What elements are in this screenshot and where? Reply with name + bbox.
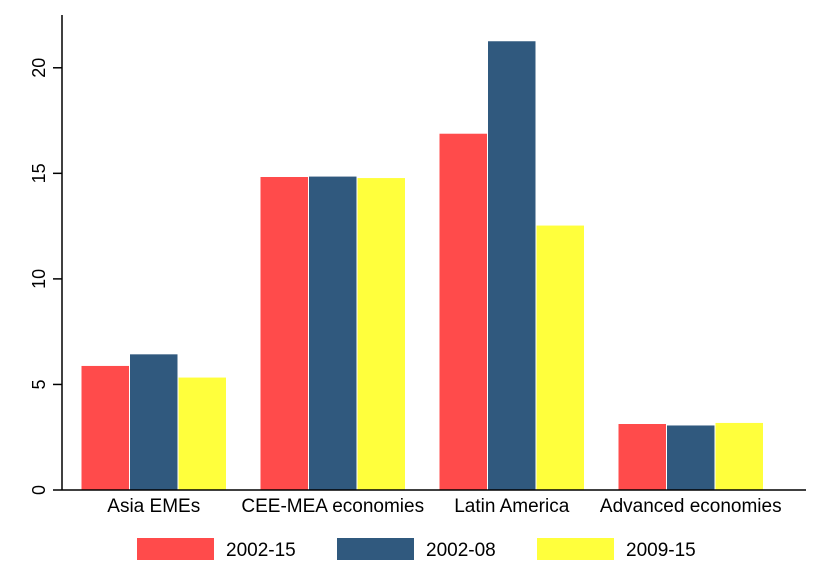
x-category-label: Advanced economies [600, 496, 782, 517]
legend-label: 2009-15 [626, 540, 696, 561]
x-category-label: Latin America [454, 496, 570, 517]
axes-group [61, 15, 806, 491]
bar [356, 177, 406, 491]
bar [177, 376, 227, 491]
x-labels-group: Asia EMEs CEE-MEA economies Latin America A… [107, 496, 781, 517]
bar [259, 176, 309, 491]
legend-swatch [337, 538, 414, 560]
bar [129, 353, 179, 491]
x-category-label: CEE-MEA economies [241, 496, 424, 517]
legend-swatch [537, 538, 614, 560]
y-ticks-group: 0 5 10 15 20 [29, 58, 62, 495]
bar [80, 364, 130, 491]
y-tick-label: 0 [29, 485, 49, 495]
bar [535, 224, 585, 491]
legend: 2002-15 2002-08 2009-15 [137, 538, 696, 561]
legend-label: 2002-15 [226, 540, 296, 561]
y-tick-label: 15 [29, 163, 49, 183]
bar [308, 175, 358, 491]
x-category-label: Asia EMEs [107, 496, 200, 517]
bar [714, 421, 764, 491]
bars-group [80, 40, 764, 491]
bar [487, 40, 537, 491]
y-tick-label: 5 [29, 379, 49, 389]
legend-swatch [137, 538, 214, 560]
y-tick-label: 10 [29, 269, 49, 289]
y-tick-label: 20 [29, 58, 49, 78]
legend-label: 2002-08 [426, 540, 496, 561]
bar [666, 424, 716, 491]
bar [617, 423, 667, 491]
bar [438, 132, 488, 491]
